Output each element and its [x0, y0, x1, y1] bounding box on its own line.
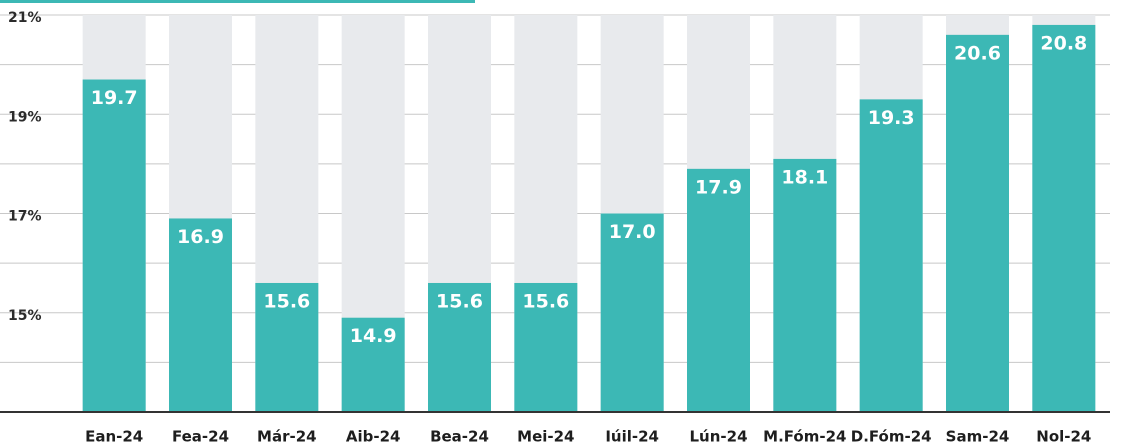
data-label: 17.0	[609, 221, 656, 243]
y-tick-label: 17%	[8, 209, 42, 225]
bar	[946, 34, 1009, 412]
x-tick-label: Aib-24	[346, 428, 401, 445]
data-label: 17.9	[695, 176, 742, 198]
x-tick-label: Ean-24	[85, 428, 143, 445]
x-tick-label: Fea-24	[172, 428, 229, 445]
data-label: 20.8	[1040, 32, 1087, 54]
y-tick-label: 19%	[8, 109, 42, 125]
data-label: 14.9	[350, 325, 397, 347]
bar	[600, 213, 664, 412]
data-label: 15.6	[263, 290, 310, 312]
bar	[255, 282, 319, 412]
accent-line	[0, 0, 475, 3]
x-tick-label: M.Fóm-24	[763, 428, 846, 445]
x-tick-label: Iúil-24	[605, 428, 659, 445]
bar	[859, 99, 923, 413]
y-tick-label: 15%	[8, 308, 42, 324]
x-tick-label: D.Fóm-24	[851, 428, 932, 445]
x-tick-label: Sam-24	[946, 428, 1010, 445]
x-tick-label: Nol-24	[1036, 428, 1091, 445]
data-label: 19.3	[868, 107, 915, 129]
bar	[169, 218, 232, 412]
bar	[82, 79, 146, 412]
bar	[687, 168, 750, 412]
bar	[428, 282, 491, 412]
x-tick-label: Mei-24	[517, 428, 574, 445]
y-tick-label: 21%	[8, 10, 42, 26]
data-label: 18.1	[781, 166, 828, 188]
data-label: 20.6	[954, 42, 1001, 64]
bar	[1032, 24, 1096, 413]
x-tick-label: Már-24	[257, 428, 317, 445]
bar	[773, 158, 837, 412]
bar	[341, 317, 405, 412]
bar	[514, 282, 578, 412]
data-label: 16.9	[177, 226, 224, 248]
data-label: 19.7	[91, 87, 138, 109]
data-label: 15.6	[436, 290, 483, 312]
data-label: 15.6	[522, 290, 569, 312]
x-tick-label: Lún-24	[689, 428, 747, 445]
x-tick-label: Bea-24	[430, 428, 489, 445]
